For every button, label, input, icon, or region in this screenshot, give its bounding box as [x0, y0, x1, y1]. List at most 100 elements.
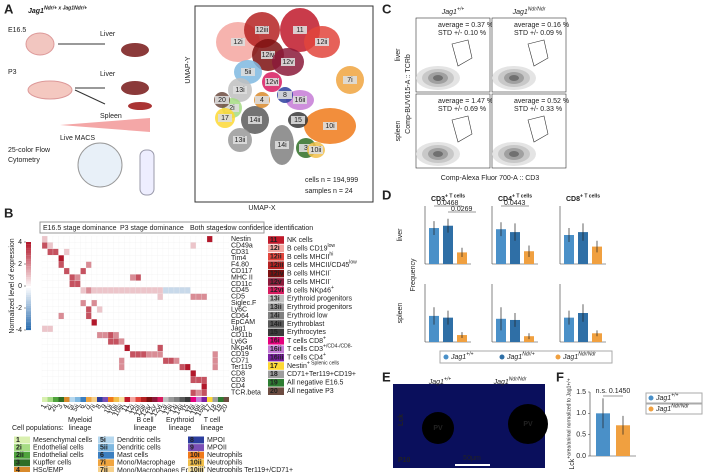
heatmap-cell	[217, 344, 224, 352]
heatmap-cell	[41, 280, 48, 288]
bar	[457, 252, 467, 264]
heatmap-cell	[212, 293, 219, 301]
heatmap-cell	[190, 299, 197, 307]
heatmap-cell	[129, 242, 136, 249]
heatmap-cell	[85, 338, 92, 345]
legend-label: Mono/Macrophage	[117, 460, 175, 467]
umap-tag	[309, 146, 323, 154]
heatmap-cell	[80, 306, 87, 313]
heatmap-cell	[162, 338, 169, 345]
heatmap-cell	[102, 351, 109, 358]
heatmap-cell	[201, 299, 208, 307]
heatmap-cell	[124, 383, 131, 390]
legend-label: B cells MHCIIhi	[287, 252, 333, 261]
legend-id: 20	[270, 388, 278, 395]
umap-cluster-label: 15	[294, 117, 302, 124]
colorbar-step	[26, 312, 31, 315]
heatmap-cell	[96, 376, 103, 384]
heatmap-cell	[58, 267, 65, 275]
colorbar-step	[26, 255, 31, 258]
bar	[457, 335, 467, 342]
heatmap-cell	[135, 293, 142, 301]
heatmap-cell	[107, 351, 114, 358]
heatmap-cell	[124, 235, 131, 243]
legend-label: Erythroblast	[287, 321, 324, 328]
heatmap-cell	[179, 389, 186, 397]
heatmap-cell	[140, 376, 147, 384]
text-line: Cytometry	[8, 157, 40, 164]
umap-tag	[291, 116, 305, 124]
heatmap-cell	[102, 331, 109, 339]
colorbar-step	[26, 323, 31, 326]
heatmap-cell	[201, 255, 208, 262]
column-label: 7ii	[88, 403, 98, 413]
heatmap-cell	[118, 344, 125, 352]
text-base: T cells CD3	[287, 346, 323, 353]
heatmap-cell	[146, 351, 153, 358]
legend-swatch	[188, 451, 204, 459]
legend-swatch	[268, 387, 284, 395]
heatmap-cell	[63, 376, 70, 384]
gate	[451, 115, 473, 143]
heatmap-cell	[96, 312, 103, 320]
stain-label: Lck	[398, 414, 405, 426]
heatmap-cell	[173, 363, 180, 371]
heatmap-cell	[140, 331, 147, 339]
legend-swatch	[268, 236, 284, 244]
text-sup: -	[329, 277, 331, 283]
legend-label: Neutrophils Ter119+/CD71+	[207, 467, 293, 472]
heatmap-cell	[74, 287, 81, 294]
text-base: B cells CD19	[287, 245, 328, 252]
heatmap-cell	[41, 389, 48, 397]
heatmap-cell	[157, 363, 164, 371]
legend-swatch	[14, 436, 30, 444]
heatmap-cell	[102, 299, 109, 307]
text-base: Jag1	[506, 354, 522, 361]
heatmap-cell	[69, 299, 76, 307]
heatmap-cell	[179, 274, 186, 281]
legend-box	[645, 403, 703, 415]
legend-id: 12vi	[270, 287, 284, 294]
heatmap-cell	[47, 267, 54, 275]
heatmap-cell	[129, 274, 136, 281]
heatmap-cell	[124, 261, 131, 269]
column-label: 16i	[186, 403, 197, 415]
legend-swatch	[268, 269, 284, 278]
heatmap-cell	[140, 306, 147, 313]
heatmap-cell	[223, 376, 230, 384]
lineage-label: Erythroid lineage	[166, 417, 194, 432]
heatmap-cell	[168, 287, 175, 294]
heatmap-cell	[151, 338, 158, 345]
heatmap-cell	[217, 242, 224, 249]
heatmap-cell	[124, 274, 131, 281]
colorbar-step	[26, 310, 31, 313]
heatmap-cell	[217, 287, 224, 294]
heatmap-cell	[212, 376, 219, 384]
heatmap-cell	[63, 338, 70, 345]
heatmap-cell	[69, 331, 76, 339]
umap-cluster-label: 12iv	[262, 52, 275, 59]
legend-swatch	[268, 337, 284, 345]
column-label: 12i	[125, 403, 136, 415]
heatmap-cell	[58, 312, 65, 320]
heatmap-cell	[107, 331, 114, 339]
heatmap-cell	[69, 319, 76, 326]
text-base: Jag1	[493, 379, 509, 386]
lineage-label: Myeloid lineage	[68, 417, 92, 432]
step-label: P3	[8, 69, 17, 76]
heatmap-cell	[184, 274, 191, 281]
heatmap-cell	[52, 306, 59, 313]
text-sup: Ndr/Ndr	[509, 377, 527, 383]
heatmap-cell	[91, 370, 98, 377]
heatmap-cell	[151, 306, 158, 313]
legend-id: 15	[270, 329, 278, 336]
column-label: 13ii	[163, 403, 175, 416]
axis-label: Lck+area/animal normalized to Jag1+/+	[567, 378, 576, 469]
umap-tag	[275, 141, 289, 149]
heatmap-cell	[162, 376, 169, 384]
heatmap-cell	[85, 357, 92, 365]
heatmap-cell	[184, 306, 191, 313]
bar	[429, 315, 439, 342]
bar	[564, 235, 574, 264]
p-value: n.s. 0.1450	[596, 388, 631, 395]
